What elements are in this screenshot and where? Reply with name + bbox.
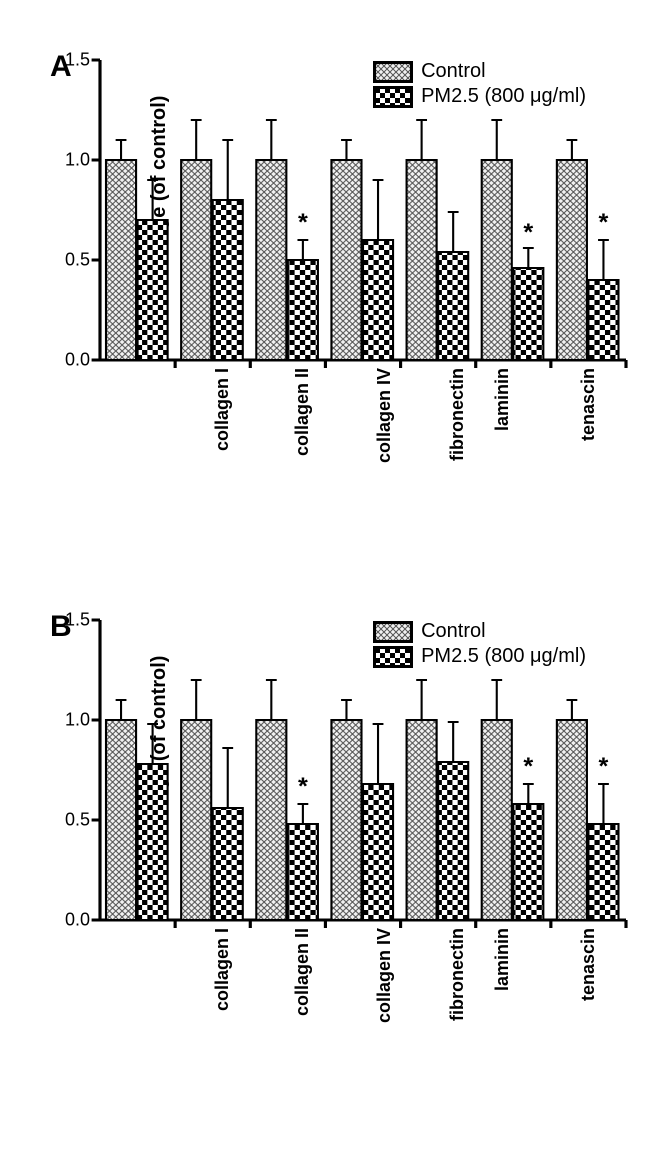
bar xyxy=(438,252,468,360)
bar xyxy=(482,720,512,920)
xtick-label: fibronectin xyxy=(447,928,468,1021)
significance-star: * xyxy=(523,220,533,246)
panel-A-chart: Fold change (of control) *** 0.00.51.01.… xyxy=(100,60,626,360)
xtick-label: laminin xyxy=(492,368,513,431)
ytick-label: 0.5 xyxy=(65,810,90,831)
page: A Control PM2.5 (800 μg/ml) Fold change … xyxy=(0,0,646,1065)
ytick-label: 0.5 xyxy=(65,250,90,271)
xtick-label: collagen I xyxy=(212,928,233,1011)
xtick-label: tenascin xyxy=(578,928,599,1001)
xtick-label: tenascin xyxy=(578,368,599,441)
bar xyxy=(557,720,587,920)
xtick-label: collagen II xyxy=(292,368,313,456)
bar xyxy=(213,808,243,920)
panel-A: A Control PM2.5 (800 μg/ml) Fold change … xyxy=(30,60,626,570)
bar xyxy=(557,160,587,360)
significance-star: * xyxy=(599,210,609,236)
bar xyxy=(213,200,243,360)
bar xyxy=(138,764,168,920)
bar xyxy=(256,720,286,920)
bar xyxy=(588,824,618,920)
xtick-label: collagen II xyxy=(292,928,313,1016)
ytick-label: 1.5 xyxy=(65,610,90,631)
panel-B-plot: * * * xyxy=(100,620,626,920)
bar xyxy=(288,824,318,920)
bar xyxy=(363,240,393,360)
bar xyxy=(588,280,618,360)
bar xyxy=(181,720,211,920)
bar xyxy=(513,804,543,920)
xtick-label: collagen IV xyxy=(374,368,395,463)
bar xyxy=(331,160,361,360)
ytick-label: 1.0 xyxy=(65,710,90,731)
ytick-label: 1.5 xyxy=(65,50,90,71)
significance-star: * xyxy=(298,210,308,236)
ytick-label: 0.0 xyxy=(65,910,90,931)
bar xyxy=(407,720,437,920)
xtick-label: laminin xyxy=(492,928,513,991)
ytick-label: 1.0 xyxy=(65,150,90,171)
bar xyxy=(106,160,136,360)
significance-star: * xyxy=(523,754,533,780)
bar xyxy=(513,268,543,360)
bar xyxy=(106,720,136,920)
panel-B: B Control PM2.5 (800 μg/ml) Fold change … xyxy=(30,620,626,1150)
significance-star: * xyxy=(599,754,609,780)
bar xyxy=(363,784,393,920)
bar xyxy=(181,160,211,360)
bar xyxy=(438,762,468,920)
bar xyxy=(407,160,437,360)
ytick-label: 0.0 xyxy=(65,350,90,371)
bar xyxy=(256,160,286,360)
significance-star: * xyxy=(298,774,308,800)
bar xyxy=(288,260,318,360)
xtick-label: fibronectin xyxy=(447,368,468,461)
xtick-label: collagen IV xyxy=(374,928,395,1023)
bar xyxy=(482,160,512,360)
bar xyxy=(138,220,168,360)
bar xyxy=(331,720,361,920)
panel-B-chart: Fold change (of control) *** 0.00.51.01.… xyxy=(100,620,626,920)
panel-A-plot: * * * xyxy=(100,60,626,360)
xtick-label: collagen I xyxy=(212,368,233,451)
